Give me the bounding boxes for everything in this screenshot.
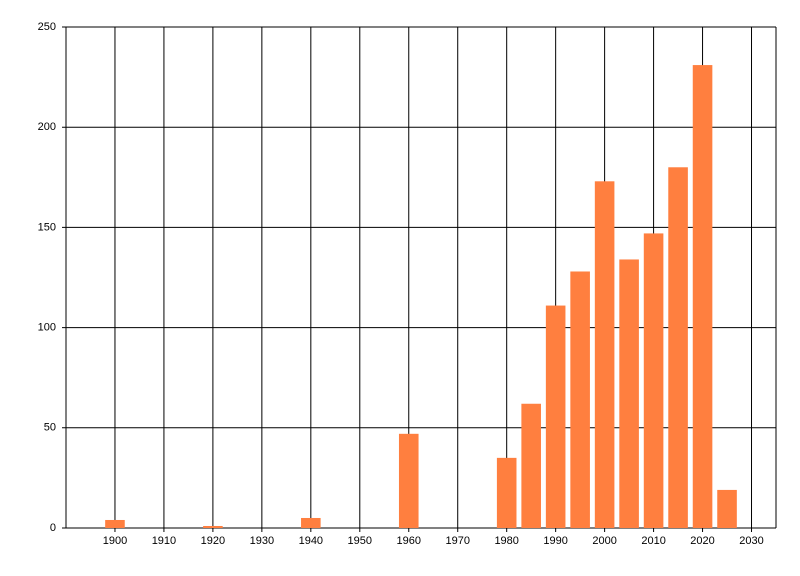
x-tick-label: 2030 <box>739 535 763 547</box>
x-tick-label: 1990 <box>543 535 567 547</box>
bar <box>105 519 125 528</box>
y-tick-label: 200 <box>38 121 56 133</box>
x-tick-label: 1910 <box>152 535 176 547</box>
y-tick-label: 250 <box>38 21 56 33</box>
bar <box>496 457 517 528</box>
bar <box>717 489 737 528</box>
bar <box>398 433 419 528</box>
x-tick-label: 1900 <box>103 535 127 547</box>
bar <box>570 271 590 528</box>
x-tick-label: 1970 <box>445 535 469 547</box>
x-tick-label: 1940 <box>299 535 323 547</box>
x-tick-label: 2010 <box>641 535 665 547</box>
x-tick-label: 1930 <box>250 535 274 547</box>
x-tick-label: 1920 <box>201 535 225 547</box>
bar <box>521 403 541 528</box>
y-tick-label: 150 <box>38 221 56 233</box>
bar <box>643 233 664 529</box>
x-tick-label: 1960 <box>397 535 421 547</box>
x-tick-label: 2000 <box>592 535 616 547</box>
x-tick-label: 1950 <box>348 535 372 547</box>
bar <box>692 65 713 529</box>
y-tick-label: 50 <box>44 422 56 434</box>
bar <box>619 259 639 528</box>
y-tick-label: 100 <box>38 322 56 334</box>
bar <box>203 525 223 528</box>
bar <box>301 517 321 528</box>
x-tick-label: 2020 <box>690 535 714 547</box>
x-tick-label: 1980 <box>494 535 518 547</box>
bar <box>594 181 615 529</box>
bar <box>545 305 566 528</box>
bar <box>668 167 688 528</box>
y-tick-label: 0 <box>50 522 56 534</box>
